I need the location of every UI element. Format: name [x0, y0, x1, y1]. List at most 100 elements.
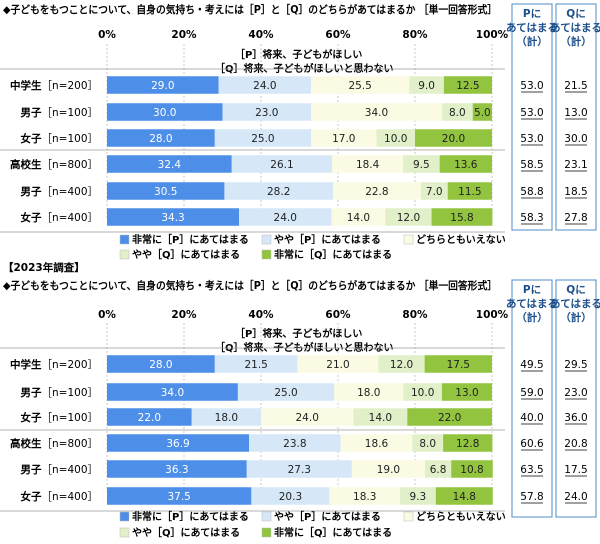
- bar-segment: [332, 182, 421, 200]
- bar-value-label: 20.3: [279, 491, 302, 503]
- p-total-header: あてはまる: [506, 297, 558, 310]
- bar-segment: [261, 408, 354, 426]
- bar-value-label: 37.5: [167, 491, 190, 503]
- q-total-value: 18.5: [564, 186, 587, 198]
- bar-segment: [331, 208, 386, 226]
- bar-segment: [239, 208, 332, 226]
- bar-value-label: 12.8: [456, 438, 479, 450]
- bar-segment: [439, 155, 492, 173]
- bar-value-label: 8.0: [449, 107, 466, 119]
- bar-segment: [353, 408, 408, 426]
- q-total-value: 30.0: [564, 133, 587, 145]
- bar-value-label: 18.0: [215, 412, 238, 424]
- bar-segment: [222, 103, 312, 121]
- bar-segment: [403, 383, 442, 401]
- p-total-value: 60.6: [520, 438, 544, 450]
- legend-label: 非常に［Q］にあてはまる: [274, 526, 392, 539]
- bar-segment: [311, 129, 377, 147]
- bar-value-label: 34.0: [161, 387, 184, 399]
- bar-value-label: 10.0: [384, 133, 407, 145]
- bar-segment: [231, 155, 333, 173]
- bar-segment: [399, 487, 436, 505]
- bar-value-label: 30.5: [154, 186, 177, 198]
- q-total-header: Qに: [566, 284, 585, 296]
- bar-segment: [451, 460, 493, 478]
- bar-segment: [107, 208, 240, 226]
- axis-tick-label: 20%: [171, 29, 197, 41]
- axis-tick-label: 0%: [98, 309, 116, 321]
- bar-value-label: 10.0: [411, 387, 434, 399]
- q-total-header: Qに: [566, 8, 585, 20]
- q-total-value: 36.0: [564, 412, 587, 424]
- bar-value-label: 9.3: [410, 491, 427, 503]
- bar-value-label: 18.0: [357, 387, 380, 399]
- bar-value-label: 34.3: [161, 212, 184, 224]
- legend-swatch: [261, 527, 272, 538]
- bar-value-label: 28.2: [267, 186, 290, 198]
- q-total-value: 20.8: [564, 438, 587, 450]
- bar-value-label: 13.6: [454, 159, 478, 171]
- bar-segment: [246, 460, 352, 478]
- bar-segment: [441, 383, 492, 401]
- bar-segment: [424, 355, 492, 373]
- legend-label: どちらともいえない: [416, 233, 506, 246]
- bar-value-label: 14.0: [369, 412, 392, 424]
- row-label: 女子［n=400］: [21, 211, 99, 224]
- row-label: 高校生［n=800］: [10, 158, 98, 171]
- bar-segment: [435, 487, 493, 505]
- chart-title: ◆子どもをもつことについて、自身の気持ち・考えには［P］と［Q］のどちらがあては…: [3, 3, 497, 16]
- legend-swatch: [403, 511, 414, 522]
- legend-swatch: [261, 249, 272, 260]
- bar-value-label: 15.8: [450, 212, 473, 224]
- bar-value-label: 18.6: [365, 438, 389, 450]
- p-total-header: Pに: [523, 8, 541, 20]
- statement-q: ［Q］将来、子どもがほしいと思わない: [215, 341, 394, 354]
- axis-tick-label: 80%: [402, 309, 428, 321]
- bar-value-label: 12.0: [390, 359, 413, 371]
- bar-value-label: 12.0: [397, 212, 420, 224]
- p-total-column: [511, 3, 553, 231]
- bar-value-label: 28.0: [149, 359, 172, 371]
- p-total-value: 63.5: [520, 464, 543, 476]
- legend-label: 非常に［P］にあてはまる: [132, 510, 249, 523]
- legend-swatch: [261, 511, 272, 522]
- p-total-value: 53.0: [520, 133, 543, 145]
- bar-segment: [218, 76, 312, 94]
- legend-swatch: [119, 527, 130, 538]
- p-total-value: 57.8: [520, 491, 543, 503]
- legend-swatch: [119, 511, 130, 522]
- bar-segment: [224, 182, 333, 200]
- axis-tick-label: 40%: [248, 29, 274, 41]
- legend-label: やや［Q］にあてはまる: [132, 526, 240, 539]
- axis-tick-label: 0%: [98, 29, 116, 41]
- year-label: 【2023年調査】: [3, 261, 85, 274]
- bar-segment: [425, 460, 452, 478]
- bar-value-label: 24.0: [253, 80, 276, 92]
- bar-value-label: 19.0: [377, 464, 400, 476]
- statement-p: ［P］将来、子どもがほしい: [235, 48, 362, 61]
- bar-value-label: 22.0: [138, 412, 161, 424]
- row-label: 女子［n=100］: [21, 411, 99, 424]
- q-total-value: 27.8: [564, 212, 587, 224]
- bar-segment: [107, 355, 215, 373]
- bar-value-label: 28.0: [149, 133, 172, 145]
- bar-segment: [107, 155, 232, 173]
- chart-title: ◆子どもをもつことについて、自身の気持ち・考えには［P］と［Q］のどちらがあては…: [3, 279, 497, 292]
- axis-tick-label: 60%: [325, 29, 351, 41]
- p-total-value: 59.0: [520, 387, 543, 399]
- legend-label: やや［P］にあてはまる: [274, 233, 381, 246]
- bar-value-label: 32.4: [158, 159, 182, 171]
- bar-value-label: 17.5: [447, 359, 470, 371]
- bar-value-label: 24.0: [296, 412, 319, 424]
- axis-tick-label: 80%: [402, 29, 428, 41]
- bar-value-label: 8.0: [419, 438, 436, 450]
- q-total-header: （計）: [560, 35, 592, 48]
- row-label: 中学生［n=200］: [10, 358, 98, 371]
- bar-value-label: 29.0: [151, 80, 174, 92]
- bar-value-label: 14.0: [347, 212, 370, 224]
- bar-value-label: 17.0: [332, 133, 355, 145]
- bar-segment: [443, 76, 492, 94]
- bar-value-label: 7.0: [426, 186, 443, 198]
- bar-segment: [107, 129, 215, 147]
- bar-segment: [191, 408, 261, 426]
